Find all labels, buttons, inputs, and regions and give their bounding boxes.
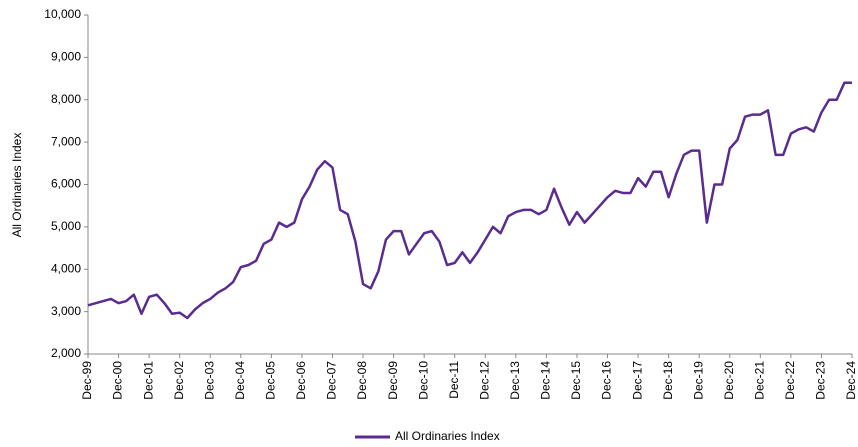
y-tick-label: 4,000	[51, 261, 81, 275]
x-tick-label: Dec-01	[141, 361, 155, 400]
x-tick-label: Dec-99	[80, 361, 94, 400]
x-tick-label: Dec-19	[691, 361, 705, 400]
y-tick-label: 8,000	[51, 92, 81, 106]
y-axis-title: All Ordinaries Index	[10, 133, 24, 238]
x-tick-label: Dec-18	[661, 361, 675, 400]
y-tick-label: 3,000	[51, 304, 81, 318]
x-tick-label: Dec-16	[600, 361, 614, 400]
x-tick-label: Dec-24	[844, 361, 858, 400]
series-line	[87, 81, 852, 320]
x-tick-label: Dec-11	[447, 361, 461, 399]
x-tick-label: Dec-14	[539, 361, 553, 400]
y-tick-label: 10,000	[44, 7, 81, 21]
x-tick-label: Dec-13	[508, 361, 522, 400]
x-tick-label: Dec-09	[386, 361, 400, 400]
x-tick-label: Dec-15	[569, 361, 583, 400]
x-tick-label: Dec-17	[630, 361, 644, 400]
x-tick-label: Dec-02	[172, 361, 186, 400]
y-tick-label: 7,000	[51, 134, 81, 148]
x-tick-label: Dec-03	[202, 361, 216, 400]
x-tick-label: Dec-21	[752, 361, 766, 400]
x-tick-label: Dec-00	[111, 361, 125, 400]
x-tick-label: Dec-04	[233, 361, 247, 400]
x-tick-label: Dec-22	[783, 361, 797, 400]
x-tick-label: Dec-05	[264, 361, 278, 400]
x-tick-label: Dec-07	[325, 361, 339, 400]
y-tick-label: 5,000	[51, 219, 81, 233]
x-tick-label: Dec-23	[814, 361, 828, 400]
x-tick-label: Dec-20	[722, 361, 736, 400]
x-tick-label: Dec-12	[477, 361, 491, 400]
x-tick-label: Dec-10	[416, 361, 430, 400]
y-tick-label: 2,000	[51, 346, 81, 360]
x-tick-label: Dec-08	[355, 361, 369, 400]
y-tick-label: 9,000	[51, 50, 81, 64]
x-tick-label: Dec-06	[294, 361, 308, 400]
legend-label: All Ordinaries Index	[395, 429, 500, 443]
y-tick-label: 6,000	[51, 177, 81, 191]
